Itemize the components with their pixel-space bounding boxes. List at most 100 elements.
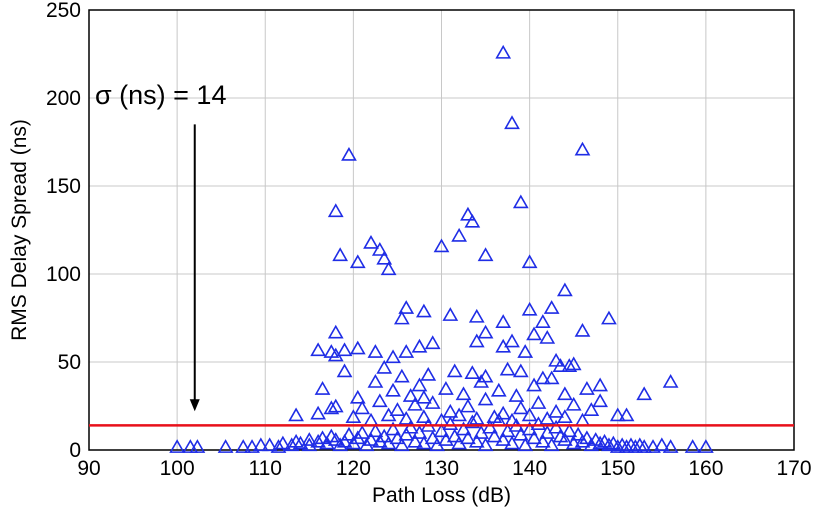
data-point xyxy=(521,301,538,316)
data-point xyxy=(393,310,410,325)
data-point xyxy=(424,430,441,445)
data-point xyxy=(592,435,609,450)
data-point xyxy=(504,333,520,348)
annotation-group: σ (ns) = 14 xyxy=(95,80,226,412)
data-point xyxy=(548,419,564,434)
data-point xyxy=(490,382,507,397)
data-point xyxy=(327,398,344,413)
data-point xyxy=(662,374,679,388)
data-point xyxy=(574,412,591,427)
data-point xyxy=(446,428,463,443)
data-point xyxy=(393,368,410,383)
data-point xyxy=(583,402,600,416)
data-point xyxy=(539,410,556,425)
y-tick-label: 100 xyxy=(46,263,81,286)
data-point xyxy=(380,261,397,276)
data-point xyxy=(521,254,538,269)
data-point xyxy=(189,439,206,453)
data-point xyxy=(323,400,340,415)
data-point xyxy=(508,388,525,402)
y-tick-label: 250 xyxy=(46,0,81,22)
data-point xyxy=(618,407,635,422)
data-point xyxy=(464,414,481,429)
data-point xyxy=(609,439,626,453)
data-point xyxy=(354,425,371,439)
data-point xyxy=(601,310,617,325)
data-point xyxy=(495,405,512,420)
data-point xyxy=(310,433,327,448)
data-point xyxy=(631,437,648,452)
data-point xyxy=(455,386,472,401)
data-point xyxy=(504,115,520,130)
data-point xyxy=(592,377,609,392)
data-point xyxy=(512,194,529,209)
data-point xyxy=(543,437,560,452)
data-point xyxy=(446,363,463,378)
data-point xyxy=(420,366,437,381)
data-point xyxy=(662,439,679,453)
data-point xyxy=(556,432,573,446)
data-point xyxy=(684,439,701,453)
y-tick-label: 200 xyxy=(46,87,81,110)
data-point xyxy=(442,416,459,431)
data-point xyxy=(512,363,529,378)
data-point xyxy=(415,409,432,423)
data-point xyxy=(442,403,459,418)
data-point xyxy=(288,407,304,422)
data-point xyxy=(376,250,393,265)
x-tick-label: 100 xyxy=(160,457,195,480)
axis-ticks: 90 100 110 120 130 140 150 160 170 0 50 100 150 200 25… xyxy=(46,0,812,480)
data-point xyxy=(460,430,476,445)
data-point xyxy=(336,342,353,357)
x-tick-label: 170 xyxy=(776,457,811,480)
data-point xyxy=(455,421,472,436)
data-point xyxy=(411,377,428,392)
grid-lines xyxy=(89,10,794,450)
data-point xyxy=(341,426,357,441)
data-point xyxy=(623,437,639,452)
annotation-arrow-head xyxy=(189,399,200,412)
data-point xyxy=(539,330,556,344)
data-point xyxy=(526,377,542,392)
data-point xyxy=(438,381,454,395)
x-axis-label: Path Loss (dB) xyxy=(372,484,511,507)
data-point xyxy=(385,421,401,436)
data-point xyxy=(601,437,617,452)
data-point xyxy=(451,227,468,242)
data-point xyxy=(574,322,591,337)
x-tick-label: 140 xyxy=(512,457,547,480)
data-point xyxy=(468,410,485,425)
y-tick-label: 50 xyxy=(58,351,81,374)
data-point xyxy=(574,433,591,448)
data-point xyxy=(477,247,494,262)
data-point xyxy=(349,340,366,355)
data-point xyxy=(468,308,485,323)
data-point xyxy=(349,389,366,404)
data-point xyxy=(411,425,428,439)
data-point xyxy=(570,426,586,441)
data-point xyxy=(579,381,595,395)
data-point xyxy=(548,352,564,367)
data-point xyxy=(653,437,670,452)
data-point xyxy=(371,393,388,408)
data-point xyxy=(349,254,366,269)
data-point xyxy=(495,44,512,59)
data-point xyxy=(367,374,384,388)
data-point xyxy=(398,344,415,358)
data-point xyxy=(477,437,494,452)
data-point xyxy=(512,400,529,415)
data-point xyxy=(252,437,269,452)
data-point xyxy=(376,428,393,443)
data-point xyxy=(283,437,300,452)
data-point xyxy=(415,389,432,404)
y-tick-label: 150 xyxy=(46,175,81,198)
data-point xyxy=(261,437,278,452)
data-point xyxy=(517,437,534,452)
data-point xyxy=(495,432,512,446)
data-point xyxy=(464,213,481,228)
data-point xyxy=(517,344,534,358)
x-tick-label: 110 xyxy=(249,457,282,480)
data-point xyxy=(592,393,609,408)
data-point xyxy=(636,439,653,453)
x-tick-label: 150 xyxy=(600,457,635,480)
